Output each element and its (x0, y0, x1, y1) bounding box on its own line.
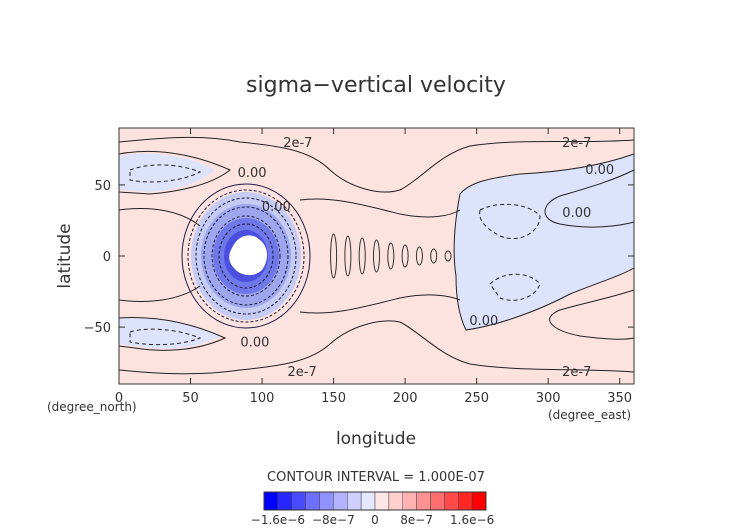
x-tick-label-4: 200 (393, 391, 418, 406)
contour-lines (118, 136, 635, 375)
colorbar-swatch-13 (444, 491, 459, 511)
wave-contour-0 (330, 233, 338, 279)
contour-label-3: 0.00 (585, 163, 614, 178)
chart-title: sigma−vertical velocity (246, 73, 506, 98)
contour-nw-dashed (129, 164, 202, 183)
contour-south-2e7 (118, 320, 635, 375)
contour-label-4: 0.00 (562, 206, 591, 221)
region-east-blob (454, 154, 634, 330)
contour-north-2e7 (118, 136, 635, 193)
x-tick-label-1: 50 (182, 391, 199, 406)
x-tick-label-0: 0 (115, 391, 123, 406)
contour-label-6: 0.00 (469, 314, 498, 329)
contour-label-0: 2e-7 (283, 136, 312, 151)
colorbar-swatch-6 (347, 491, 362, 511)
x-tick-label-6: 300 (536, 391, 561, 406)
contour-mid-s (299, 294, 461, 314)
colorbar-swatch-7 (360, 491, 376, 511)
contour-interval-text: CONTOUR INTERVAL = 1.000E-07 (267, 470, 485, 485)
colorbar-tick-label-3: 8e−7 (400, 513, 433, 527)
colorbar-tick-label-1: −8e−7 (312, 513, 355, 527)
colorbar-swatch-10 (402, 491, 417, 511)
x-tick-label-5: 250 (464, 391, 489, 406)
contour-east-outer-s (549, 289, 635, 340)
x-unit-label: (degree_east) (548, 408, 631, 422)
vortex-contours (181, 183, 311, 329)
colorbar-swatch-15 (471, 491, 487, 511)
wave-contour-8 (444, 250, 452, 262)
contour-label-5: 0.00 (262, 200, 291, 215)
contour-west-band-n (118, 208, 201, 227)
wave-train (330, 233, 452, 279)
vortex-hole (229, 235, 267, 276)
colorbar-swatch-5 (333, 491, 348, 511)
wave-contour-5 (401, 244, 409, 268)
colorbar-swatch-2 (291, 491, 306, 511)
x-tick-label-3: 150 (321, 391, 346, 406)
y-tick-label-1: 0 (103, 250, 111, 265)
colorbar-tick-label-4: 1.6e−6 (450, 513, 494, 527)
y-axis-label: latitude (55, 223, 75, 288)
wave-contour-1 (344, 235, 352, 277)
x-tick-label-7: 350 (607, 391, 632, 406)
contour-mid-n (299, 198, 461, 218)
contour-nw-zero (118, 150, 231, 195)
colorbar-tick-label-0: −1.6e−6 (251, 513, 305, 527)
contour-east-dashed-2 (489, 273, 541, 301)
contour-east-dashed (479, 203, 541, 239)
colorbar-swatch-0 (263, 491, 279, 511)
wave-contour-4 (387, 242, 395, 270)
contour-label-9: 2e-7 (562, 365, 591, 380)
colorbar-swatch-3 (305, 491, 320, 511)
contour-labels: 2e-7 2e-7 0.00 0.00 0.00 0.00 0.00 0.00 2e-7 2e-7 (238, 136, 615, 380)
colorbar-swatch-1 (277, 491, 292, 511)
wave-contour-2 (358, 237, 366, 275)
contour-east-outer-n (544, 169, 635, 228)
y-tick-label-0: −50 (84, 321, 111, 336)
colorbar (263, 491, 487, 511)
contour-east-zero (453, 153, 635, 331)
colorbar-swatch-11 (416, 491, 431, 511)
contour-label-1: 2e-7 (562, 136, 591, 151)
contour-label-7: 0.00 (240, 335, 269, 350)
y-axis-ticks: −50 0 50 (84, 179, 634, 336)
contour-west-band-s (118, 285, 201, 302)
x-axis-ticks: 0 50 100 150 200 250 300 350 (115, 128, 632, 406)
region-nw-strip (119, 153, 215, 192)
y-tick-label-2: 50 (94, 179, 111, 194)
contour-sw-zero (118, 317, 227, 351)
colorbar-swatch-8 (374, 491, 390, 511)
colorbar-tick-label-2: 0 (371, 513, 379, 527)
x-axis-label: longitude (336, 429, 416, 449)
colorbar-swatch-9 (388, 491, 403, 511)
region-sw-strip (119, 317, 220, 349)
contour-label-2: 0.00 (238, 166, 267, 181)
colorbar-swatch-14 (458, 491, 473, 511)
colorbar-swatch-4 (319, 491, 334, 511)
contour-sw-dashed (129, 328, 202, 346)
colorbar-ticks: −1.6e−6 −8e−7 0 8e−7 1.6e−6 (251, 513, 494, 527)
colorbar-frame (263, 491, 487, 511)
wave-contour-3 (373, 239, 380, 273)
contour-label-8: 2e-7 (287, 365, 316, 380)
x-tick-label-2: 100 (250, 391, 275, 406)
y-unit-label: (degree_north) (47, 400, 137, 414)
colorbar-swatch-12 (430, 491, 445, 511)
wave-contour-6 (415, 246, 423, 266)
wave-contour-7 (430, 248, 438, 264)
